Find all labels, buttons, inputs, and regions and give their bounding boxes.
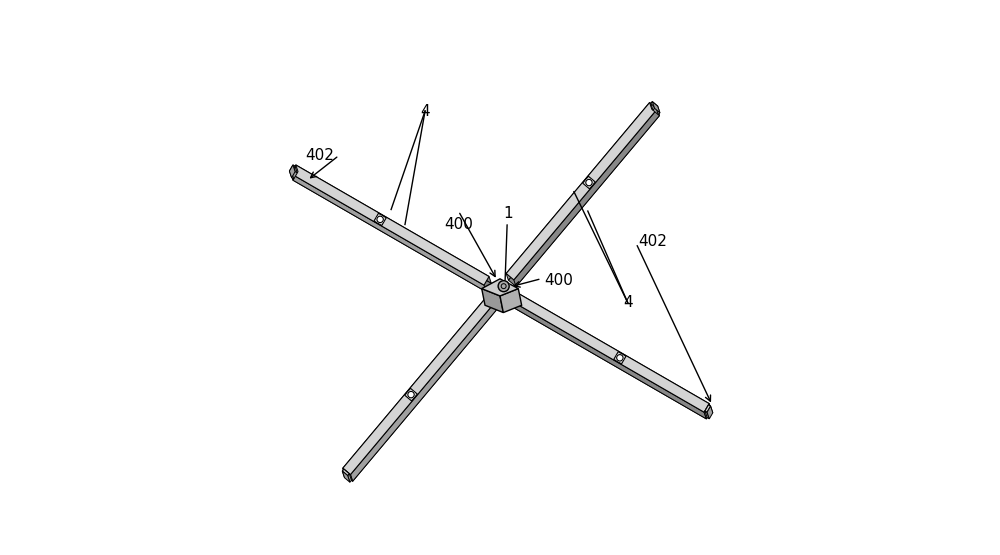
Polygon shape [296, 165, 491, 283]
Polygon shape [707, 406, 713, 419]
Polygon shape [705, 405, 711, 412]
Polygon shape [343, 468, 353, 481]
Polygon shape [342, 469, 349, 476]
Polygon shape [652, 102, 660, 113]
Polygon shape [656, 106, 660, 115]
Polygon shape [345, 304, 496, 481]
Polygon shape [704, 403, 711, 419]
Circle shape [377, 216, 383, 223]
Polygon shape [342, 469, 346, 478]
Text: 4: 4 [420, 103, 430, 119]
Polygon shape [482, 289, 503, 312]
Polygon shape [516, 292, 711, 410]
Text: 402: 402 [638, 234, 667, 249]
Circle shape [498, 281, 509, 292]
Text: 402: 402 [305, 148, 334, 163]
Polygon shape [343, 297, 488, 475]
Polygon shape [650, 103, 659, 115]
Polygon shape [293, 171, 491, 292]
Polygon shape [350, 304, 496, 481]
Polygon shape [506, 103, 652, 280]
Polygon shape [513, 299, 711, 419]
Polygon shape [289, 165, 295, 172]
Polygon shape [291, 165, 298, 180]
Polygon shape [708, 405, 713, 413]
Circle shape [586, 179, 592, 186]
Polygon shape [291, 165, 489, 285]
Polygon shape [514, 109, 659, 286]
Text: 400: 400 [444, 217, 473, 233]
Polygon shape [342, 471, 350, 482]
Polygon shape [508, 109, 659, 286]
Text: 4: 4 [623, 295, 632, 310]
Circle shape [617, 355, 623, 361]
Polygon shape [293, 165, 297, 173]
Polygon shape [482, 279, 518, 296]
Polygon shape [291, 174, 486, 292]
Polygon shape [511, 301, 706, 419]
Polygon shape [343, 297, 494, 475]
Polygon shape [651, 102, 655, 110]
Polygon shape [289, 165, 295, 178]
Polygon shape [348, 473, 351, 482]
Text: 1: 1 [504, 206, 513, 221]
Text: 400: 400 [544, 273, 573, 288]
Polygon shape [651, 102, 658, 108]
Polygon shape [506, 103, 657, 280]
Polygon shape [511, 292, 709, 412]
Polygon shape [500, 289, 522, 312]
Circle shape [408, 391, 414, 398]
Polygon shape [289, 171, 294, 179]
Polygon shape [705, 411, 709, 419]
